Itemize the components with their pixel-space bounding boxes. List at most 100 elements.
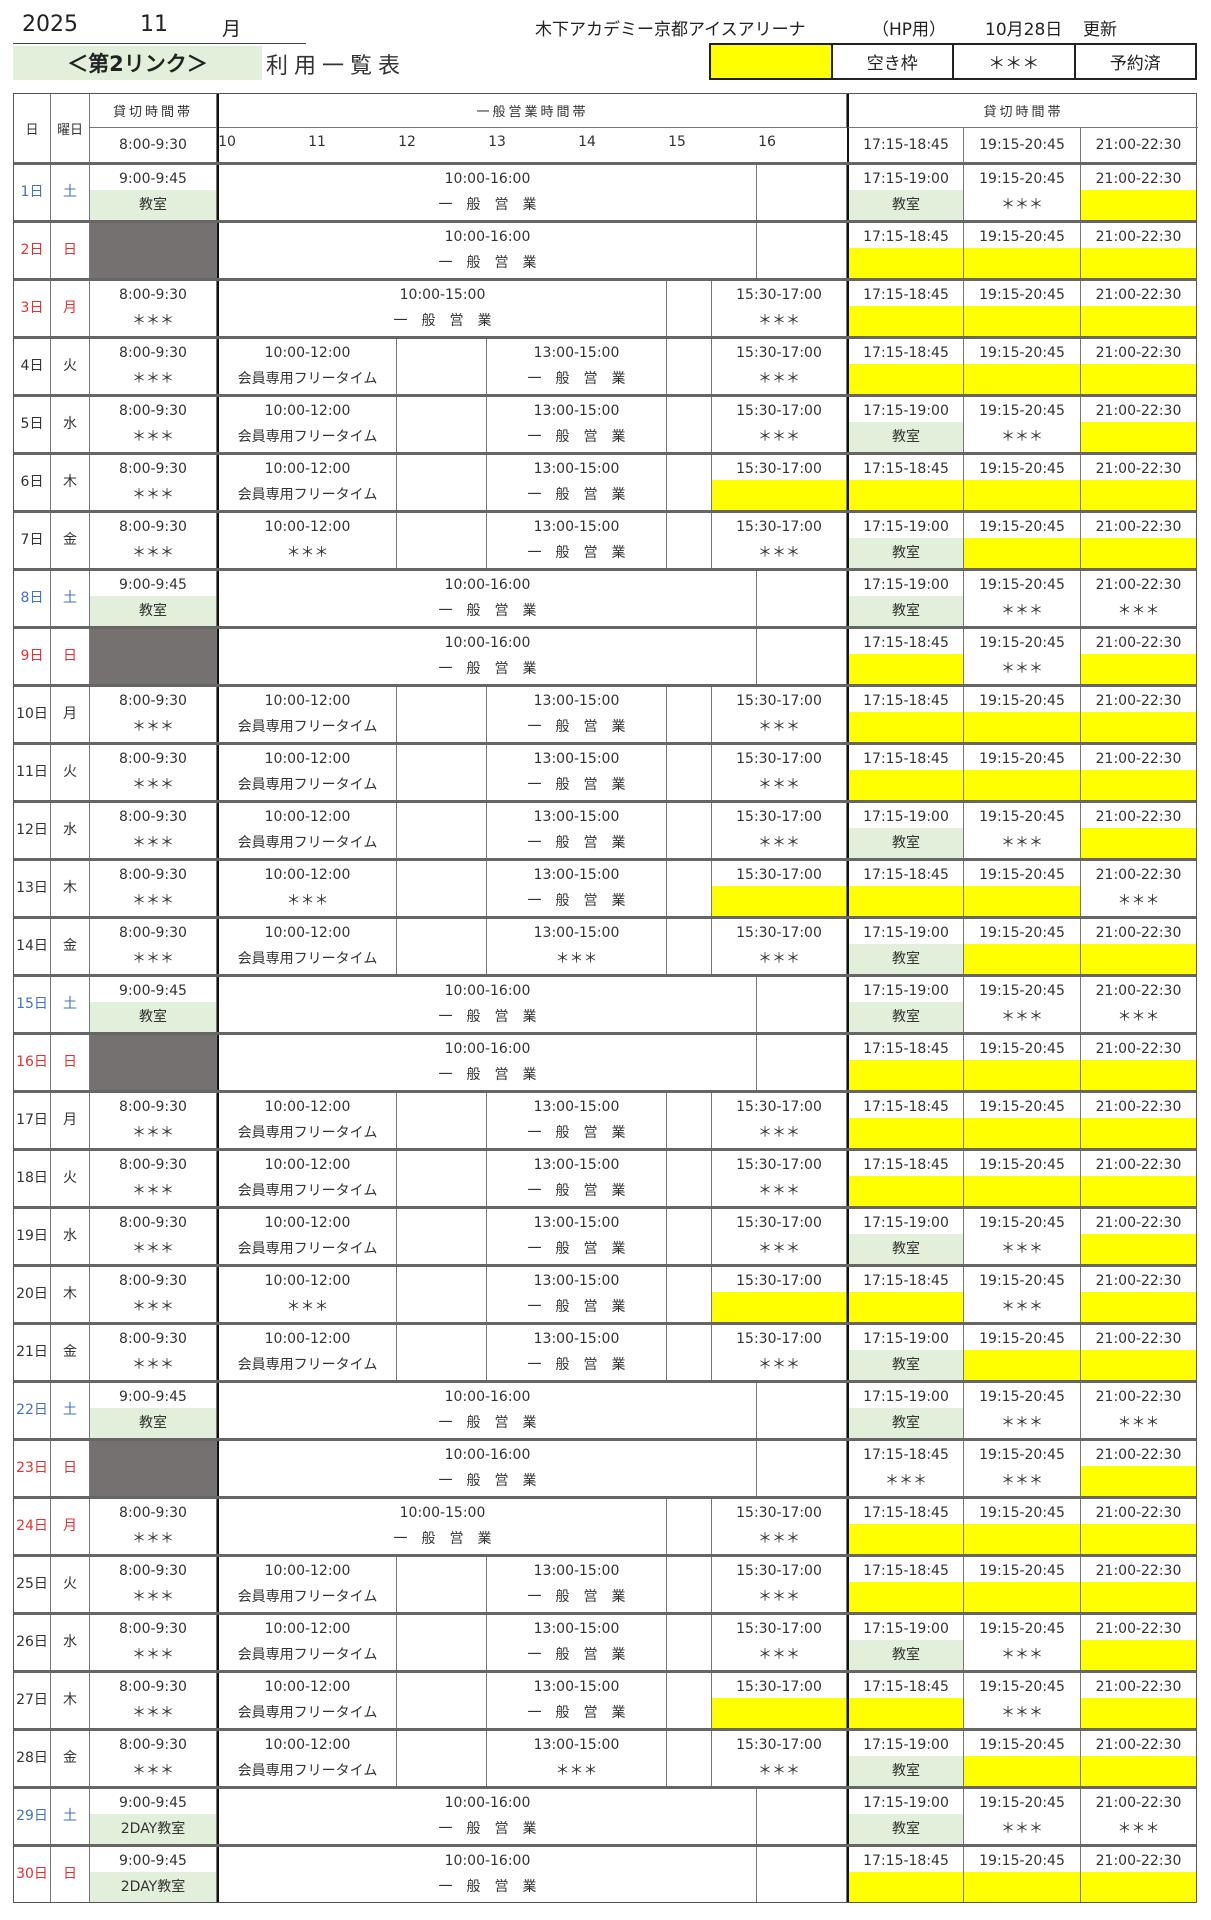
evening-slot[interactable]: 21:00-22:30 — [1081, 339, 1196, 394]
general-slot[interactable]: 15:30-17:00 ＊＊＊ — [712, 1557, 847, 1612]
general-slot[interactable]: 10:00-12:00 会員専用フリータイム — [217, 803, 397, 858]
general-slot[interactable]: 10:00-12:00 ＊＊＊ — [217, 861, 397, 916]
morning-slot[interactable]: 8:00-9:30 ＊＊＊ — [90, 1093, 217, 1148]
evening-slot[interactable]: 17:15-18:45 — [847, 1151, 964, 1206]
evening-slot[interactable]: 19:15-20:45 — [964, 339, 1081, 394]
general-slot[interactable]: 15:30-17:00 ＊＊＊ — [712, 397, 847, 452]
morning-slot[interactable]: 8:00-9:30 ＊＊＊ — [90, 687, 217, 742]
evening-slot[interactable]: 21:00-22:30 — [1081, 1673, 1196, 1728]
general-slot[interactable]: 13:00-15:00 一 般 営 業 — [487, 397, 667, 452]
evening-slot[interactable]: 17:15-19:00 教室 — [847, 1731, 964, 1786]
general-slot[interactable]: 13:00-15:00 一 般 営 業 — [487, 1673, 667, 1728]
general-slot[interactable]: 10:00-12:00 会員専用フリータイム — [217, 1557, 397, 1612]
general-slot[interactable]: 15:30-17:00 ＊＊＊ — [712, 339, 847, 394]
general-slot[interactable]: 10:00-12:00 会員専用フリータイム — [217, 1093, 397, 1148]
morning-slot[interactable]: 8:00-9:30 ＊＊＊ — [90, 803, 217, 858]
general-slot[interactable]: 13:00-15:00 一 般 営 業 — [487, 455, 667, 510]
evening-slot[interactable]: 19:15-20:45 ＊＊＊ — [964, 1615, 1081, 1670]
general-slot[interactable]: 13:00-15:00 一 般 営 業 — [487, 803, 667, 858]
evening-slot[interactable]: 21:00-22:30 — [1081, 803, 1196, 858]
general-slot[interactable]: 13:00-15:00 一 般 営 業 — [487, 339, 667, 394]
evening-slot[interactable]: 21:00-22:30 — [1081, 223, 1196, 278]
evening-slot[interactable]: 19:15-20:45 ＊＊＊ — [964, 803, 1081, 858]
general-slot[interactable]: 10:00-16:00 一 般 営 業 — [217, 1789, 757, 1844]
evening-slot[interactable]: 17:15-18:45 — [847, 1499, 964, 1554]
general-slot[interactable]: 13:00-15:00 一 般 営 業 — [487, 1151, 667, 1206]
evening-slot[interactable]: 17:15-18:45 ＊＊＊ — [847, 1441, 964, 1496]
general-slot[interactable]: 15:30-17:00 ＊＊＊ — [712, 1151, 847, 1206]
evening-slot[interactable]: 19:15-20:45 — [964, 687, 1081, 742]
general-slot[interactable]: 13:00-15:00 一 般 営 業 — [487, 861, 667, 916]
evening-slot[interactable]: 21:00-22:30 — [1081, 1267, 1196, 1322]
general-slot[interactable]: 10:00-16:00 一 般 営 業 — [217, 1383, 757, 1438]
evening-slot[interactable]: 19:15-20:45 — [964, 861, 1081, 916]
evening-slot[interactable]: 21:00-22:30 — [1081, 281, 1196, 336]
evening-slot[interactable]: 21:00-22:30 — [1081, 1615, 1196, 1670]
general-slot[interactable]: 15:30-17:00 ＊＊＊ — [712, 1209, 847, 1264]
general-slot[interactable]: 10:00-12:00 会員専用フリータイム — [217, 397, 397, 452]
evening-slot[interactable]: 17:15-18:45 — [847, 339, 964, 394]
general-slot[interactable]: 10:00-12:00 会員専用フリータイム — [217, 1615, 397, 1670]
evening-slot[interactable]: 17:15-19:00 教室 — [847, 919, 964, 974]
morning-slot[interactable]: 8:00-9:30 ＊＊＊ — [90, 513, 217, 568]
evening-slot[interactable]: 19:15-20:45 ＊＊＊ — [964, 1789, 1081, 1844]
evening-slot[interactable]: 19:15-20:45 — [964, 1557, 1081, 1612]
evening-slot[interactable]: 21:00-22:30 — [1081, 165, 1196, 220]
evening-slot[interactable]: 17:15-18:45 — [847, 1035, 964, 1090]
general-slot[interactable]: 15:30-17:00 ＊＊＊ — [712, 919, 847, 974]
general-slot[interactable]: 10:00-15:00 一 般 営 業 — [217, 281, 667, 336]
general-slot[interactable]: 10:00-12:00 ＊＊＊ — [217, 1267, 397, 1322]
general-slot[interactable]: 15:30-17:00 ＊＊＊ — [712, 1093, 847, 1148]
morning-slot[interactable]: 8:00-9:30 ＊＊＊ — [90, 455, 217, 510]
evening-slot[interactable]: 19:15-20:45 ＊＊＊ — [964, 977, 1081, 1032]
evening-slot[interactable]: 19:15-20:45 ＊＊＊ — [964, 571, 1081, 626]
evening-slot[interactable]: 17:15-18:45 — [847, 861, 964, 916]
morning-slot[interactable]: 8:00-9:30 ＊＊＊ — [90, 1615, 217, 1670]
evening-slot[interactable]: 19:15-20:45 — [964, 1847, 1081, 1902]
general-slot[interactable]: 13:00-15:00 一 般 営 業 — [487, 1209, 667, 1264]
evening-slot[interactable]: 21:00-22:30 ＊＊＊ — [1081, 1789, 1196, 1844]
general-slot[interactable]: 13:00-15:00 一 般 営 業 — [487, 745, 667, 800]
general-slot[interactable]: 10:00-16:00 一 般 営 業 — [217, 629, 757, 684]
evening-slot[interactable]: 19:15-20:45 — [964, 1035, 1081, 1090]
evening-slot[interactable]: 19:15-20:45 ＊＊＊ — [964, 1383, 1081, 1438]
general-slot[interactable]: 10:00-16:00 一 般 営 業 — [217, 977, 757, 1032]
general-slot[interactable]: 15:30-17:00 — [712, 455, 847, 510]
evening-slot[interactable]: 17:15-19:00 教室 — [847, 165, 964, 220]
evening-slot[interactable]: 17:15-18:45 — [847, 1557, 964, 1612]
general-slot[interactable]: 10:00-12:00 会員専用フリータイム — [217, 919, 397, 974]
evening-slot[interactable]: 17:15-18:45 — [847, 455, 964, 510]
evening-slot[interactable]: 21:00-22:30 — [1081, 1209, 1196, 1264]
evening-slot[interactable]: 21:00-22:30 — [1081, 629, 1196, 684]
evening-slot[interactable]: 19:15-20:45 — [964, 1151, 1081, 1206]
evening-slot[interactable]: 19:15-20:45 — [964, 1499, 1081, 1554]
general-slot[interactable]: 10:00-16:00 一 般 営 業 — [217, 165, 757, 220]
general-slot[interactable]: 10:00-16:00 一 般 営 業 — [217, 1847, 757, 1902]
general-slot[interactable]: 15:30-17:00 ＊＊＊ — [712, 1731, 847, 1786]
evening-slot[interactable]: 21:00-22:30 ＊＊＊ — [1081, 861, 1196, 916]
morning-slot[interactable]: 8:00-9:30 ＊＊＊ — [90, 1267, 217, 1322]
morning-slot[interactable]: 8:00-9:30 ＊＊＊ — [90, 397, 217, 452]
evening-slot[interactable]: 17:15-19:00 教室 — [847, 513, 964, 568]
evening-slot[interactable]: 17:15-18:45 — [847, 281, 964, 336]
evening-slot[interactable]: 21:00-22:30 — [1081, 1441, 1196, 1496]
general-slot[interactable]: 10:00-12:00 会員専用フリータイム — [217, 1731, 397, 1786]
evening-slot[interactable]: 19:15-20:45 — [964, 223, 1081, 278]
evening-slot[interactable]: 21:00-22:30 ＊＊＊ — [1081, 571, 1196, 626]
general-slot[interactable]: 15:30-17:00 — [712, 861, 847, 916]
evening-slot[interactable]: 21:00-22:30 — [1081, 1035, 1196, 1090]
evening-slot[interactable]: 21:00-22:30 — [1081, 745, 1196, 800]
evening-slot[interactable]: 17:15-19:00 教室 — [847, 1383, 964, 1438]
evening-slot[interactable]: 17:15-18:45 — [847, 1093, 964, 1148]
evening-slot[interactable]: 17:15-18:45 — [847, 1673, 964, 1728]
morning-slot[interactable]: 8:00-9:30 ＊＊＊ — [90, 1673, 217, 1728]
evening-slot[interactable]: 19:15-20:45 ＊＊＊ — [964, 397, 1081, 452]
morning-slot[interactable]: 8:00-9:30 ＊＊＊ — [90, 1325, 217, 1380]
evening-slot[interactable]: 17:15-19:00 教室 — [847, 571, 964, 626]
evening-slot[interactable]: 21:00-22:30 — [1081, 1847, 1196, 1902]
general-slot[interactable]: 15:30-17:00 ＊＊＊ — [712, 1499, 847, 1554]
general-slot[interactable]: 15:30-17:00 ＊＊＊ — [712, 281, 847, 336]
evening-slot[interactable]: 19:15-20:45 ＊＊＊ — [964, 165, 1081, 220]
evening-slot[interactable]: 21:00-22:30 — [1081, 455, 1196, 510]
evening-slot[interactable]: 17:15-18:45 — [847, 1267, 964, 1322]
